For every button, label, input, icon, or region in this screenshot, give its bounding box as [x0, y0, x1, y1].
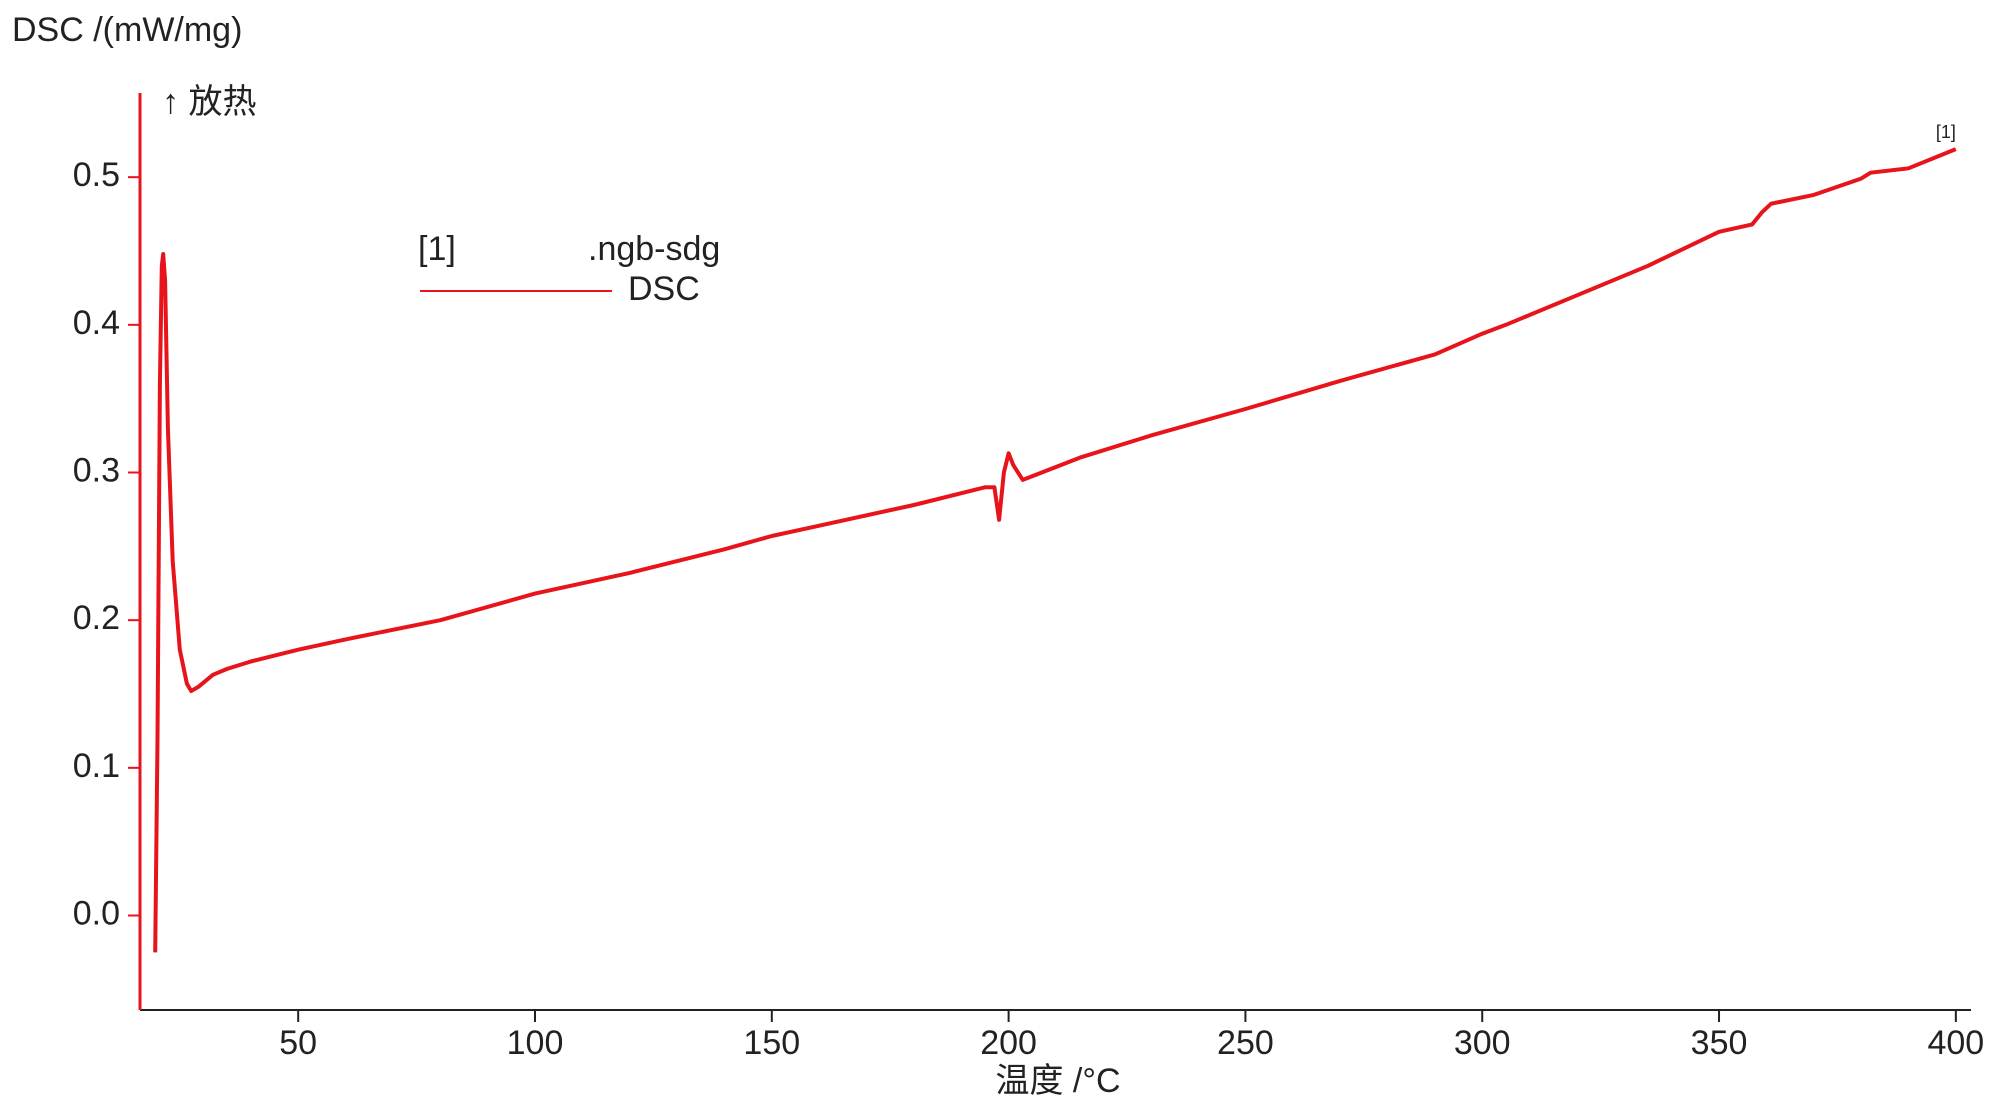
- exo-label: ↑ 放热: [162, 83, 256, 121]
- legend-id: [1]: [418, 230, 456, 268]
- y-tick-label: 0.1: [73, 747, 120, 785]
- end-label: [1]: [1936, 122, 1956, 142]
- x-tick-label: 50: [279, 1024, 317, 1062]
- x-axis-title: 温度 /°C: [995, 1062, 1120, 1100]
- x-tick-label: 150: [743, 1024, 800, 1062]
- x-tick-label: 350: [1691, 1024, 1748, 1062]
- x-tick-label: 400: [1927, 1024, 1984, 1062]
- y-axis-title: DSC /(mW/mg): [12, 11, 242, 49]
- x-tick-label: 200: [980, 1024, 1037, 1062]
- y-tick-label: 0.4: [73, 304, 120, 342]
- dsc-line: [153, 147, 1957, 953]
- legend-file: .ngb-sdg: [588, 230, 720, 268]
- y-tick-label: 0.3: [73, 451, 120, 489]
- y-tick-label: 0.2: [73, 599, 120, 637]
- x-tick-label: 250: [1217, 1024, 1274, 1062]
- x-tick-label: 300: [1454, 1024, 1511, 1062]
- x-tick-label: 100: [507, 1024, 564, 1062]
- legend-entry: DSC: [628, 270, 700, 308]
- y-tick-label: 0.0: [73, 894, 120, 932]
- y-tick-label: 0.5: [73, 156, 120, 194]
